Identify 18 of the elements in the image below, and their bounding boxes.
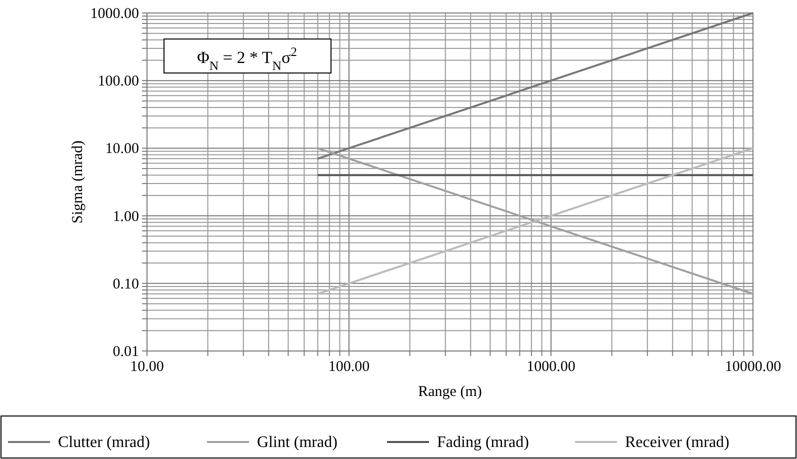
legend-label: Clutter (mrad) <box>58 434 150 451</box>
y-tick-label: 10.00 <box>105 141 139 158</box>
x-tick-label: 10000.00 <box>724 359 782 375</box>
formula-box: Φ$_{N}$ = 2 * T$_{N}$σ$^{2}$ <box>164 38 332 74</box>
legend-label: Fading (mrad) <box>437 434 529 451</box>
x-axis-title: Range (m) <box>418 384 482 400</box>
y-tick-label: 0.01 <box>112 344 139 360</box>
y-tick-label: 0.10 <box>112 276 139 292</box>
legend-label: Glint (mrad) <box>257 434 338 451</box>
annotation: Φ$_{N}$ = 2 * T$_{N}$σ$^{2}$ <box>196 45 298 73</box>
y-tick-label: 1000.00 <box>90 6 139 22</box>
x-tick-label: 1000.00 <box>526 359 576 375</box>
y-tick-label: 1.00 <box>112 208 139 225</box>
y-axis-title: Sigma (mrad) <box>70 140 86 224</box>
x-tick-label: 100.00 <box>328 359 370 375</box>
y-tick-label: 100.00 <box>98 74 139 90</box>
legend-label: Receiver (mrad) <box>625 434 730 451</box>
x-tick-label: 10.00 <box>130 359 164 375</box>
